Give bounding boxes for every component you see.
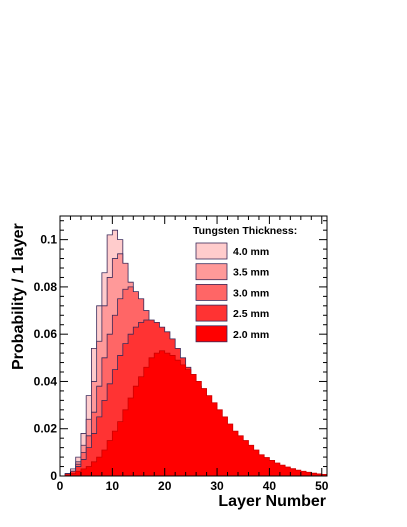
legend-label: 3.5 mm	[233, 267, 269, 279]
series-layer	[60, 229, 328, 477]
legend-swatch	[195, 283, 228, 301]
x-tick-label: 0	[57, 479, 64, 493]
y-tick-label: 0.1	[40, 233, 57, 247]
axis-layer: 0 10 20 30 40 50 0 0.02 0.04 0.06 0.08 0.1	[34, 216, 329, 493]
y-axis-title: Probability / 1 layer	[10, 223, 27, 370]
histogram-area	[60, 350, 327, 476]
legend-label: 4.0 mm	[233, 246, 269, 258]
y-tick-label: 0.08	[34, 280, 58, 294]
y-tick-label: 0.04	[34, 374, 58, 388]
legend-swatch	[195, 242, 228, 260]
y-tick-label: 0.02	[34, 422, 58, 436]
x-tick-label: 40	[263, 479, 277, 493]
y-tick-label: 0.06	[34, 327, 58, 341]
x-tick-label: 20	[158, 479, 172, 493]
legend-swatch	[195, 325, 228, 343]
legend-label: 2.0 mm	[233, 329, 269, 341]
legend-title: Tungsten Thickness:	[193, 225, 297, 237]
legend-swatch	[195, 263, 228, 281]
legend-label: 3.0 mm	[233, 287, 269, 299]
legend: Tungsten Thickness: 4.0 mm 3.5 mm 3.0 mm 2.…	[193, 225, 297, 343]
series-2-0-mm	[60, 350, 328, 477]
plot-border	[59, 215, 328, 477]
x-tick-label: 10	[106, 479, 120, 493]
y-tick-label: 0	[50, 469, 57, 483]
x-tick-label: 30	[210, 479, 224, 493]
histogram-outline	[60, 350, 328, 477]
x-axis-title: Layer Number	[218, 493, 326, 510]
legend-label: 2.5 mm	[233, 308, 269, 320]
legend-swatch	[195, 304, 228, 322]
x-tick-label: 50	[315, 479, 329, 493]
